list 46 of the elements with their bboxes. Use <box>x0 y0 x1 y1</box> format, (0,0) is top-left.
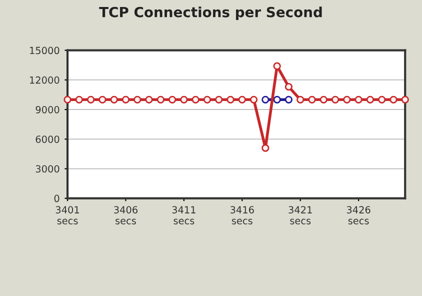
point <box>273 62 281 70</box>
point <box>320 96 328 104</box>
point <box>238 96 246 104</box>
point <box>354 96 362 104</box>
point <box>331 96 340 104</box>
y-tick-label: 9000 <box>36 106 60 114</box>
point <box>296 96 304 104</box>
y-tick-label: 15000 <box>30 46 60 54</box>
point <box>250 96 258 104</box>
point <box>226 96 234 104</box>
point <box>86 96 95 104</box>
x-tick-label: 3406 secs <box>114 206 138 224</box>
point <box>390 96 398 104</box>
point <box>262 144 270 152</box>
point <box>168 96 176 104</box>
point <box>273 96 281 104</box>
point <box>203 96 212 104</box>
point <box>262 96 270 104</box>
x-tick-label: 3421 secs <box>288 206 312 224</box>
point <box>134 96 142 104</box>
point <box>401 96 409 104</box>
point <box>98 96 106 104</box>
point <box>343 96 351 104</box>
point <box>64 96 72 104</box>
y-tick-label: 6000 <box>36 136 60 143</box>
point <box>215 96 223 104</box>
x-tick-label: 3426 secs <box>346 206 370 224</box>
point <box>122 96 130 104</box>
y-tick-label: 12000 <box>30 76 60 84</box>
y-tick-label: 0 <box>54 194 60 202</box>
point <box>110 96 118 104</box>
point <box>192 96 200 104</box>
point <box>145 96 153 104</box>
chart-title: TCP Connections per Second <box>99 6 322 20</box>
point <box>284 96 293 104</box>
x-tick-label: 3411 secs <box>172 206 196 224</box>
point <box>180 96 188 104</box>
point <box>75 96 83 104</box>
point <box>284 83 293 91</box>
point <box>156 96 164 104</box>
x-tick-label: 3401 secs <box>56 206 79 224</box>
point <box>308 96 316 104</box>
point <box>366 96 374 104</box>
x-tick-label: 3416 secs <box>230 206 254 224</box>
point <box>378 96 386 104</box>
y-tick-label: 3000 <box>36 165 60 173</box>
